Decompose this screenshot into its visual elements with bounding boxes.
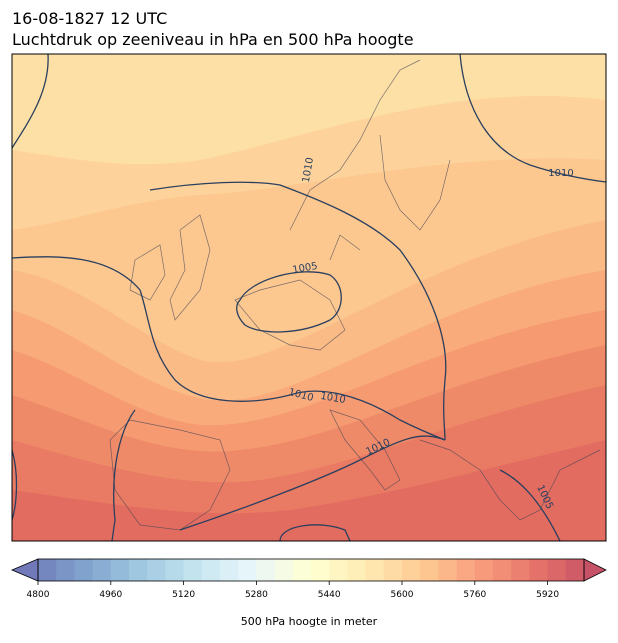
colorbar-cell — [347, 559, 367, 581]
colorbar-tick-label: 5920 — [536, 590, 559, 600]
isobars — [12, 54, 606, 541]
contour-label: 1005 — [292, 261, 319, 276]
colorbar-cell — [547, 559, 567, 581]
colorbar-cell — [110, 559, 130, 581]
colorbar-cell — [511, 559, 530, 581]
map-frame — [11, 53, 607, 542]
colorbar-tick-label: 5760 — [463, 590, 486, 600]
colorbar-tick-label: 4800 — [27, 590, 50, 600]
colorbar-cell — [493, 559, 512, 581]
contour-label: 1010 — [319, 391, 346, 406]
colorbar-cell — [38, 559, 57, 581]
colorbar-cell — [56, 559, 75, 581]
colorbar-tick-label: 4960 — [99, 590, 122, 600]
colorbar-cell — [383, 559, 403, 581]
colorbar-cell — [201, 559, 221, 581]
colorbar-cell — [420, 559, 439, 581]
map: 1010 1010 1005 1010 1010 1010 1005 — [12, 54, 606, 541]
colorbar-cell — [220, 559, 239, 581]
colorbar-cell — [311, 559, 330, 581]
colorbar-cell — [529, 559, 549, 581]
title: 16-08-1827 12 UTC — [12, 9, 167, 28]
colorbar-cell — [256, 559, 276, 581]
colorbar-cell — [474, 559, 494, 581]
colorbar-tick-label: 5120 — [172, 590, 195, 600]
colorbar-cell — [329, 559, 348, 581]
colorbar-cell — [292, 559, 312, 581]
colorbar-cell — [238, 559, 257, 581]
colorbar-cell — [165, 559, 185, 581]
colorbar-cell — [456, 559, 476, 581]
colorbar-cell — [402, 559, 421, 581]
colorbar-cell — [565, 559, 585, 581]
colorbar-cell — [147, 559, 166, 581]
colorbar-cell — [365, 559, 385, 581]
band — [12, 440, 606, 541]
colorbar-frame — [37, 558, 585, 582]
colorbar-cell — [438, 559, 458, 581]
colorbar-extend-low — [10, 558, 39, 582]
colorbar-cell — [129, 559, 148, 581]
colorbar: 4800 4960 5120 5280 5440 5600 5760 5920 — [10, 558, 607, 600]
contour-label: 1010 — [301, 157, 316, 184]
colorbar-cell — [183, 559, 203, 581]
colorbar-cell — [92, 559, 112, 581]
colorbar-cell — [74, 559, 94, 581]
colorbar-tick-label: 5280 — [245, 590, 268, 600]
colorbar-extend-high — [583, 558, 607, 582]
colorbar-tick-label: 5440 — [318, 590, 341, 600]
coastlines — [109, 59, 601, 531]
colorbar-tick-label: 5600 — [391, 590, 414, 600]
subtitle: Luchtdruk op zeeniveau in hPa en 500 hPa… — [12, 30, 414, 49]
colorbar-label: 500 hPa hoogte in meter — [241, 615, 378, 628]
colorbar-cell — [274, 559, 294, 581]
contour-label: 1010 — [548, 168, 573, 179]
